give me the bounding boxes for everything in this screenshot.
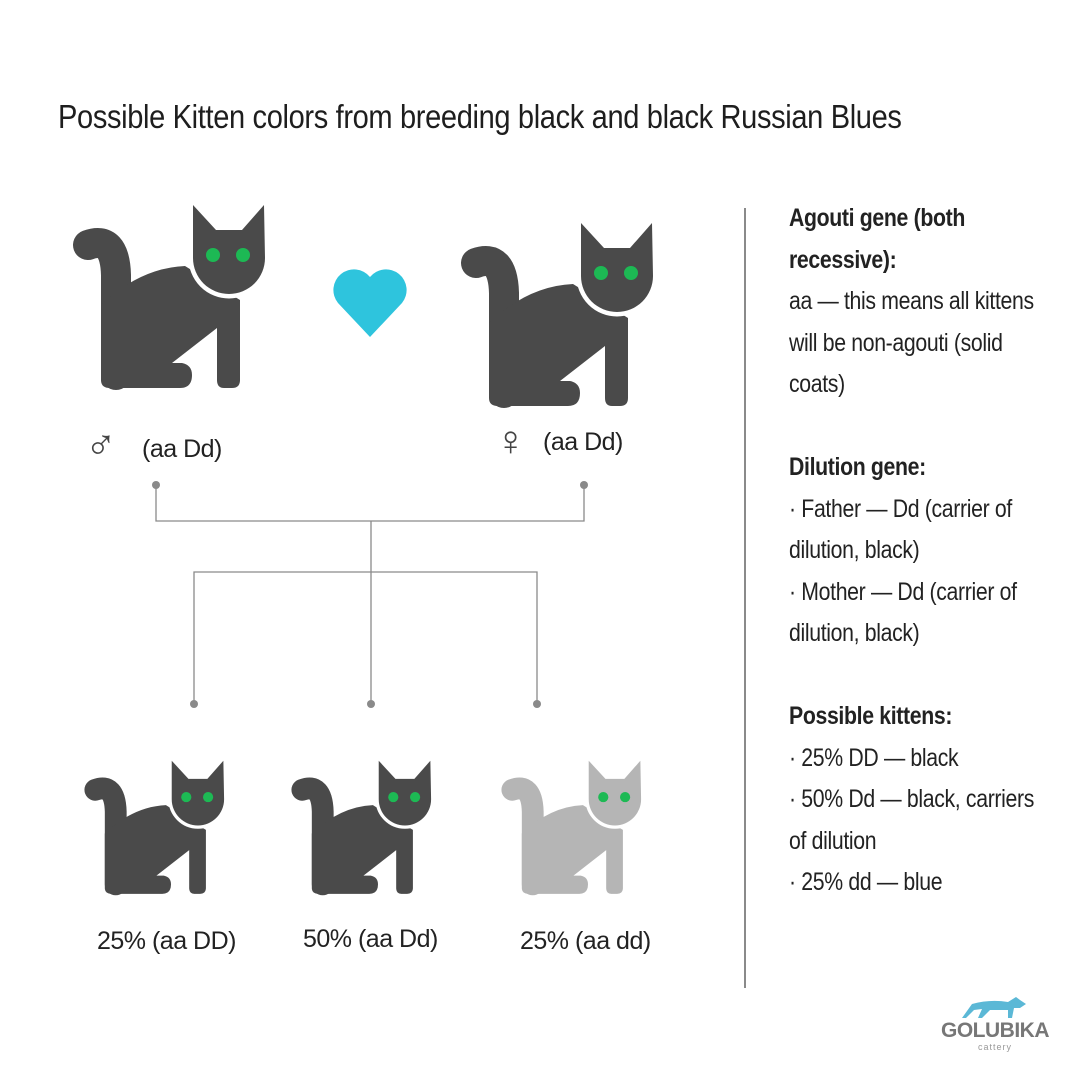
dilution-item: · Mother — Dd (carrier of dilution, blac…: [789, 577, 1017, 648]
kitten-label: 50% (aa Dd): [303, 925, 438, 953]
kitten-black-dd-icon: [75, 757, 235, 899]
male-symbol-icon: ♂: [85, 421, 117, 468]
divider: [744, 208, 746, 988]
dilution-item: · Father — Dd (carrier of dilution, blac…: [789, 494, 1012, 565]
kitten-blue-icon: [492, 757, 652, 899]
kittens-item: · 25% DD — black: [789, 743, 959, 772]
logo-cat-icon: [962, 997, 1026, 1018]
page-title: Possible Kitten colors from breeding bla…: [58, 98, 902, 135]
dilution-heading: Dilution gene:: [789, 453, 926, 481]
kitten-label: 25% (aa DD): [97, 927, 237, 955]
agouti-text: aa — this means all kittens will be non-…: [789, 287, 1034, 398]
logo-name: GOLUBIKA: [941, 1019, 1050, 1042]
heart-icon: [333, 269, 407, 337]
pedigree-connector: [152, 481, 588, 708]
kittens-item: · 25% dd — blue: [789, 868, 943, 896]
kittens-heading: Possible kittens:: [789, 702, 953, 730]
female-symbol-icon: ♀: [495, 417, 527, 464]
agouti-heading: Agouti gene (both recessive):: [789, 204, 965, 274]
logo-sub: cattery: [977, 1042, 1012, 1052]
female-genotype: (aa Dd): [543, 428, 623, 456]
logo: GOLUBIKA cattery: [935, 996, 1055, 1053]
kittens-item: · 50% Dd — black, carriers of dilution: [789, 785, 1035, 855]
kitten-label: 25% (aa dd): [520, 927, 651, 955]
male-genotype: (aa Dd): [142, 435, 222, 463]
explanation-panel: Agouti gene (both recessive): aa — this …: [789, 198, 1044, 904]
kitten-black-carrier-icon: [282, 757, 442, 899]
